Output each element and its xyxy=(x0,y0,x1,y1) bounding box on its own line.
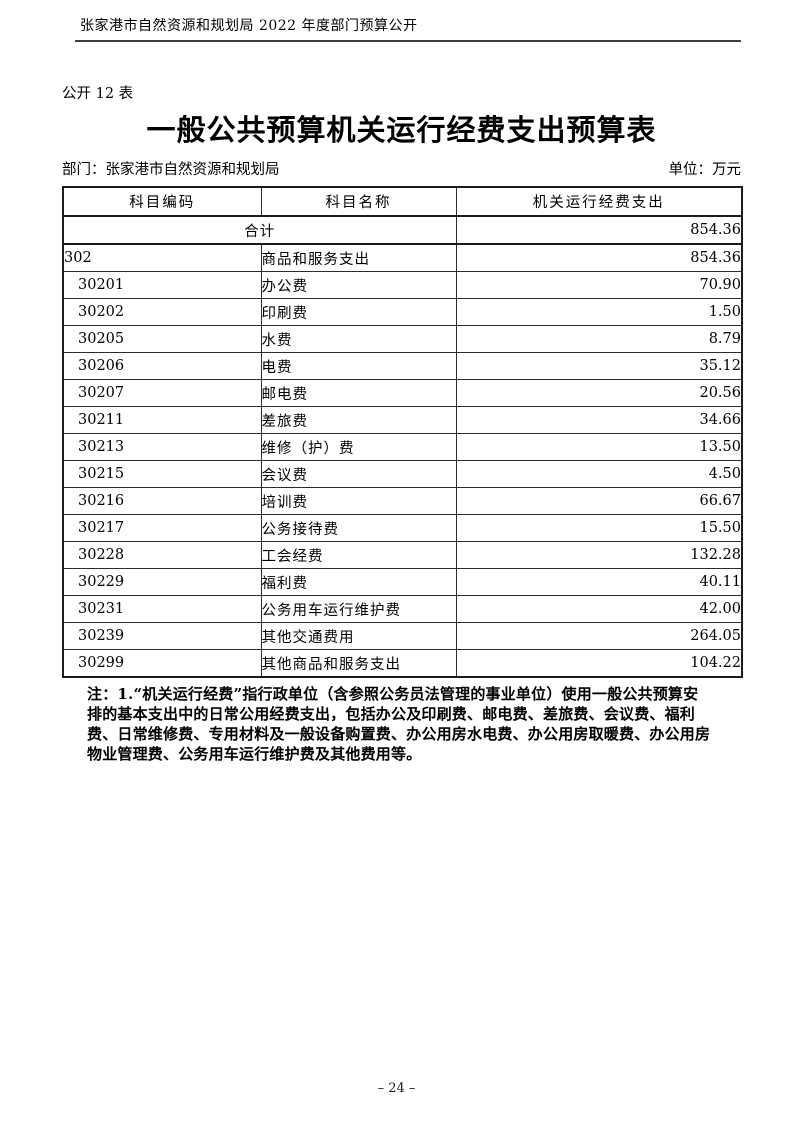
table-row: 30215 会议费 4.50 xyxy=(62,460,743,488)
department-label: 部门：张家港市自然资源和规划局 xyxy=(62,162,280,178)
column-header-subject-name: 科目名称 xyxy=(260,186,457,217)
subject-code-cell: 30205 xyxy=(62,325,262,353)
subject-name-cell: 工会经费 xyxy=(260,541,457,569)
subject-name-cell: 水费 xyxy=(260,325,457,353)
running-header-title: 张家港市自然资源和规划局 2022 年度部门预算公开 xyxy=(80,18,418,34)
table-row: 30216 培训费 66.67 xyxy=(62,487,743,515)
expense-value-cell: 1.50 xyxy=(455,298,743,326)
table-row: 30231 公务用车运行维护费 42.00 xyxy=(62,595,743,623)
header-row: 科目编码 科目名称 机关运行经费支出 xyxy=(62,186,743,217)
subject-code-cell: 30202 xyxy=(62,298,262,326)
subject-name-cell: 其他交通费用 xyxy=(260,622,457,650)
table-meta-row: 部门：张家港市自然资源和规划局 单位：万元 xyxy=(62,158,741,179)
expense-value-cell: 13.50 xyxy=(455,433,743,461)
expense-value-cell: 66.67 xyxy=(455,487,743,515)
expense-value-cell: 854.36 xyxy=(455,243,743,272)
table-header: 科目编码 科目名称 机关运行经费支出 xyxy=(62,186,743,217)
table-row: 30211 差旅费 34.66 xyxy=(62,406,743,434)
table-row: 302 商品和服务支出 854.36 xyxy=(62,243,743,272)
subject-code-cell: 30213 xyxy=(62,433,262,461)
column-header-expense: 机关运行经费支出 xyxy=(455,186,743,217)
table-row: 30299 其他商品和服务支出 104.22 xyxy=(62,649,743,678)
subject-name-cell: 电费 xyxy=(260,352,457,380)
footnote-line: 排的基本支出中的日常公用经费支出，包括办公及印刷费、邮电费、差旅费、会议费、福利 xyxy=(87,705,696,723)
column-header-subject-code: 科目编码 xyxy=(62,186,262,217)
expense-value-cell: 70.90 xyxy=(455,271,743,299)
table-row: 30207 邮电费 20.56 xyxy=(62,379,743,407)
sheet-number-label: 公开 12 表 xyxy=(62,86,134,102)
subject-code-cell: 30207 xyxy=(62,379,262,407)
total-row: 合计 854.36 xyxy=(62,215,743,245)
page-content: 张家港市自然资源和规划局 2022 年度部门预算公开 公开 12 表 一般公共预… xyxy=(62,14,743,764)
footnote-line: 物业管理费、公务用车运行维护费及其他费用等。 xyxy=(87,745,422,763)
expense-value-cell: 40.11 xyxy=(455,568,743,596)
subject-code-cell: 30201 xyxy=(62,271,262,299)
subject-name-cell: 公务用车运行维护费 xyxy=(260,595,457,623)
expense-value-cell: 104.22 xyxy=(455,649,743,678)
table-row: 30213 维修（护）费 13.50 xyxy=(62,433,743,461)
table-body: 合计 854.36 302 商品和服务支出 854.36 30201 办公费 70.90 3… xyxy=(62,215,743,678)
subject-code-cell: 30299 xyxy=(62,649,262,678)
subject-code-cell: 30231 xyxy=(62,595,262,623)
subject-name-cell: 维修（护）费 xyxy=(260,433,457,461)
footnote: 注：1.“机关运行经费”指行政单位（含参照公务员法管理的事业单位）使用一般公共预… xyxy=(87,684,742,764)
page-number: – 24 – xyxy=(377,1081,416,1096)
subject-code-cell: 30215 xyxy=(62,460,262,488)
page-title: 一般公共预算机关运行经费支出预算表 xyxy=(146,113,657,147)
subject-code-cell: 302 xyxy=(62,243,262,272)
subject-code-cell: 30228 xyxy=(62,541,262,569)
expense-value-cell: 132.28 xyxy=(455,541,743,569)
subject-code-cell: 30206 xyxy=(62,352,262,380)
budget-table: 科目编码 科目名称 机关运行经费支出 合计 854.36 302 商品和服务支出 8… xyxy=(62,186,743,678)
subject-name-cell: 印刷费 xyxy=(260,298,457,326)
footnote-line: 费、日常维修费、专用材料及一般设备购置费、办公用房水电费、办公用房取暖费、办公用… xyxy=(87,725,711,743)
table-row: 30229 福利费 40.11 xyxy=(62,568,743,596)
expense-value-cell: 15.50 xyxy=(455,514,743,542)
subject-name-cell: 会议费 xyxy=(260,460,457,488)
subject-name-cell: 培训费 xyxy=(260,487,457,515)
subject-name-cell: 邮电费 xyxy=(260,379,457,407)
subject-name-cell: 其他商品和服务支出 xyxy=(260,649,457,678)
expense-value-cell: 34.66 xyxy=(455,406,743,434)
expense-value-cell: 42.00 xyxy=(455,595,743,623)
subject-name-cell: 福利费 xyxy=(260,568,457,596)
table-row: 30217 公务接待费 15.50 xyxy=(62,514,743,542)
subject-name-cell: 差旅费 xyxy=(260,406,457,434)
footnote-line: 注：1.“机关运行经费”指行政单位（含参照公务员法管理的事业单位）使用一般公共预… xyxy=(87,685,699,703)
expense-value-cell: 35.12 xyxy=(455,352,743,380)
expense-value-cell: 264.05 xyxy=(455,622,743,650)
unit-label: 单位：万元 xyxy=(668,162,742,178)
expense-value-cell: 8.79 xyxy=(455,325,743,353)
subject-code-cell: 30211 xyxy=(62,406,262,434)
subject-name-cell: 办公费 xyxy=(260,271,457,299)
expense-value-cell: 4.50 xyxy=(455,460,743,488)
table-row: 30205 水费 8.79 xyxy=(62,325,743,353)
total-label: 合计 xyxy=(62,215,457,245)
running-header: 张家港市自然资源和规划局 2022 年度部门预算公开 xyxy=(75,14,741,42)
subject-code-cell: 30229 xyxy=(62,568,262,596)
subject-name-cell: 公务接待费 xyxy=(260,514,457,542)
subject-code-cell: 30239 xyxy=(62,622,262,650)
table-row: 30228 工会经费 132.28 xyxy=(62,541,743,569)
subject-code-cell: 30216 xyxy=(62,487,262,515)
table-row: 30239 其他交通费用 264.05 xyxy=(62,622,743,650)
total-value: 854.36 xyxy=(455,215,743,245)
subject-name-cell: 商品和服务支出 xyxy=(260,243,457,272)
expense-value-cell: 20.56 xyxy=(455,379,743,407)
subject-code-cell: 30217 xyxy=(62,514,262,542)
table-row: 30201 办公费 70.90 xyxy=(62,271,743,299)
table-row: 30206 电费 35.12 xyxy=(62,352,743,380)
table-row: 30202 印刷费 1.50 xyxy=(62,298,743,326)
